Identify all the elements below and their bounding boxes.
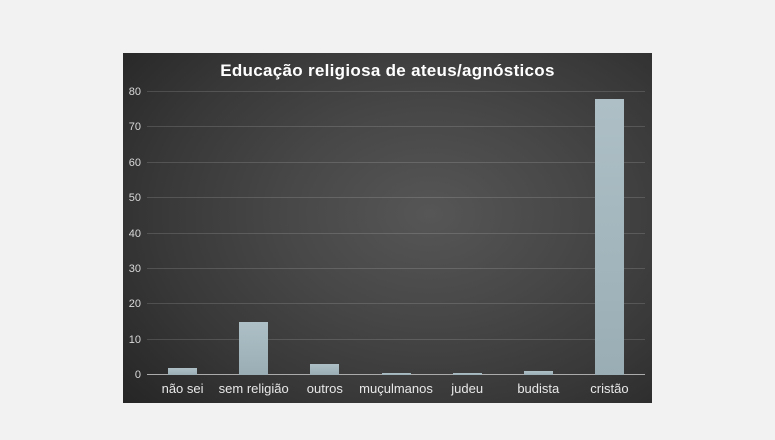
y-tick-label-30: 30 xyxy=(128,262,141,275)
gridline-y40 xyxy=(147,232,645,234)
chart-title: Educação religiosa de ateus/agnósticos xyxy=(220,61,555,80)
gridline-y30 xyxy=(147,267,645,269)
bar-1 xyxy=(239,321,269,375)
x-tick-label-2: outros xyxy=(306,381,343,396)
gridline-y60 xyxy=(147,161,645,163)
gridline-y10 xyxy=(147,338,645,340)
y-tick-label-0: 0 xyxy=(134,369,141,381)
bar-3 xyxy=(381,373,411,375)
plot-area xyxy=(147,91,645,375)
gridline-y50 xyxy=(147,197,645,199)
x-tick-label-6: cristão xyxy=(590,381,629,396)
bar-0 xyxy=(168,367,198,375)
y-tick-label-60: 60 xyxy=(128,156,141,169)
bar-4 xyxy=(452,373,482,375)
y-tick-label-80: 80 xyxy=(128,86,141,98)
y-tick-label-20: 20 xyxy=(128,298,141,311)
chart-panel: Educação religiosa de ateus/agnósticos 0… xyxy=(123,53,652,403)
x-tick-label-5: budista xyxy=(517,381,560,396)
y-tick-label-50: 50 xyxy=(128,192,141,205)
x-tick-label-1: sem religião xyxy=(218,381,289,396)
bar-2 xyxy=(310,364,340,375)
bar-6 xyxy=(594,99,624,375)
x-tick-label-3: muçulmanos xyxy=(359,381,433,396)
x-tick-label-0: não sei xyxy=(161,381,204,396)
x-tick-label-4: judeu xyxy=(451,381,484,396)
gridline-y20 xyxy=(147,303,645,305)
gridline-y70 xyxy=(147,126,645,128)
y-tick-label-70: 70 xyxy=(128,121,141,134)
bar-5 xyxy=(523,371,553,375)
y-tick-label-10: 10 xyxy=(128,333,141,346)
gridline-y80 xyxy=(147,91,645,92)
y-tick-label-40: 40 xyxy=(128,227,141,240)
